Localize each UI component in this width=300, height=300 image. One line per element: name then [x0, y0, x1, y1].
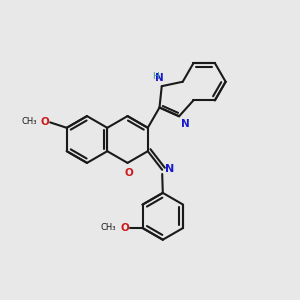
Text: N: N: [155, 73, 164, 83]
Text: N: N: [165, 164, 174, 174]
Text: O: O: [40, 117, 49, 127]
Text: H: H: [152, 72, 158, 81]
Text: O: O: [125, 168, 134, 178]
Text: CH₃: CH₃: [21, 117, 37, 126]
Text: CH₃: CH₃: [101, 223, 116, 232]
Text: N: N: [181, 119, 189, 129]
Text: O: O: [120, 223, 129, 233]
